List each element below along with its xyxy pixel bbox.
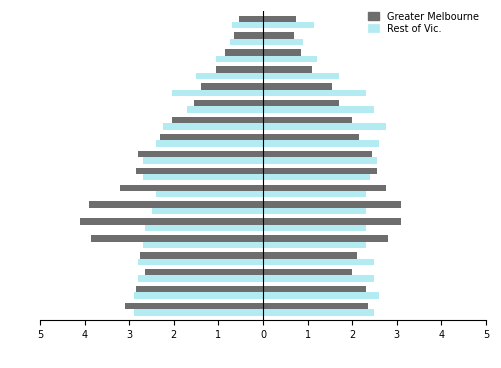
Bar xyxy=(80,218,263,225)
Bar xyxy=(263,22,314,28)
Bar xyxy=(263,235,388,242)
Bar xyxy=(140,252,263,258)
Bar xyxy=(263,269,352,275)
Bar xyxy=(263,106,374,113)
Bar xyxy=(263,89,366,96)
Bar xyxy=(263,208,366,214)
Bar xyxy=(145,269,263,275)
Bar xyxy=(187,106,263,113)
Bar xyxy=(232,22,263,28)
Bar xyxy=(263,174,370,180)
Bar xyxy=(229,39,263,45)
Bar xyxy=(120,184,263,191)
Bar xyxy=(263,83,332,89)
Bar xyxy=(238,15,263,22)
Bar xyxy=(263,201,401,208)
Bar xyxy=(263,218,401,225)
Bar xyxy=(151,208,263,214)
Legend: Greater Melbourne, Rest of Vic.: Greater Melbourne, Rest of Vic. xyxy=(366,10,481,36)
Bar xyxy=(263,252,357,258)
Bar xyxy=(263,258,374,265)
Bar xyxy=(263,123,386,130)
Bar xyxy=(263,225,366,231)
Bar xyxy=(263,168,377,174)
Bar xyxy=(263,242,366,248)
Bar xyxy=(263,286,366,292)
Bar xyxy=(263,275,374,282)
Bar xyxy=(134,292,263,299)
Bar xyxy=(160,134,263,140)
Bar xyxy=(194,100,263,106)
Bar xyxy=(263,140,379,147)
Bar xyxy=(163,123,263,130)
Bar xyxy=(91,235,263,242)
Bar xyxy=(216,66,263,73)
Bar xyxy=(143,242,263,248)
Bar xyxy=(263,15,297,22)
Bar xyxy=(125,303,263,309)
Bar xyxy=(172,89,263,96)
Bar xyxy=(134,309,263,316)
Bar xyxy=(200,83,263,89)
Bar xyxy=(156,140,263,147)
Bar xyxy=(263,303,368,309)
Bar xyxy=(263,39,303,45)
Bar xyxy=(263,117,352,123)
Bar xyxy=(143,174,263,180)
Bar xyxy=(263,309,374,316)
Bar xyxy=(263,56,317,62)
Bar xyxy=(263,49,301,56)
Bar xyxy=(263,157,377,163)
Bar xyxy=(263,191,366,197)
Bar xyxy=(138,151,263,157)
Bar xyxy=(89,201,263,208)
Bar xyxy=(138,275,263,282)
Bar xyxy=(263,73,339,79)
Bar xyxy=(216,56,263,62)
Bar xyxy=(263,32,294,39)
Bar xyxy=(263,134,359,140)
Bar xyxy=(136,168,263,174)
Bar xyxy=(156,191,263,197)
Bar xyxy=(263,292,379,299)
Bar xyxy=(225,49,263,56)
Bar xyxy=(136,286,263,292)
Bar xyxy=(172,117,263,123)
Bar xyxy=(138,258,263,265)
Bar xyxy=(263,66,312,73)
Bar xyxy=(145,225,263,231)
Bar xyxy=(196,73,263,79)
Bar xyxy=(263,151,372,157)
Bar xyxy=(143,157,263,163)
Bar xyxy=(263,100,339,106)
Bar xyxy=(263,184,386,191)
Bar xyxy=(234,32,263,39)
